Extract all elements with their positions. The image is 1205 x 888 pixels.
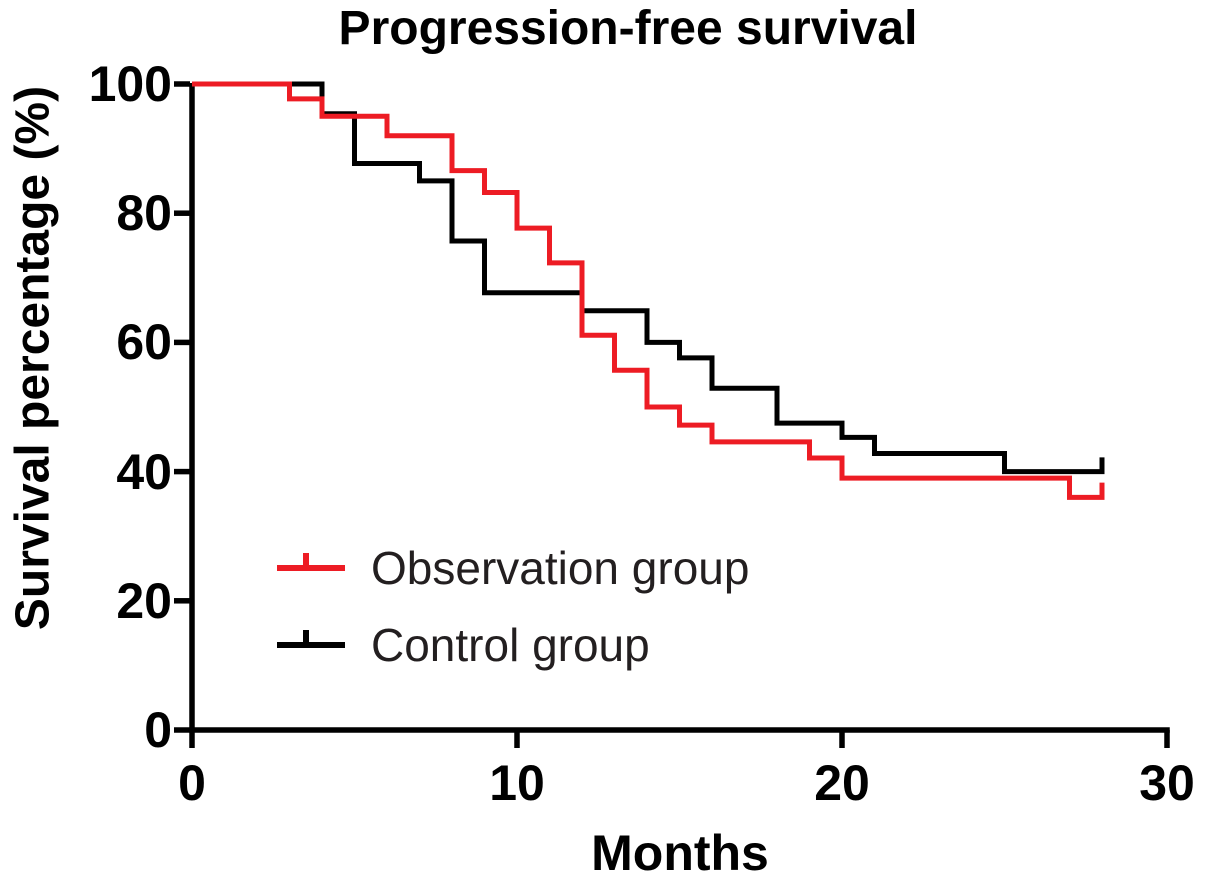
x-tick-label-30: 30 [1139, 755, 1195, 811]
x-tick-label-20: 20 [814, 755, 870, 811]
y-tick-label-60: 60 [116, 314, 172, 370]
chart-title: Progression-free survival [338, 2, 918, 55]
legend-line-icon-observation [277, 565, 345, 571]
legend-censor-tick-icon-observation [303, 553, 309, 568]
legend-label-observation: Observation group [371, 542, 750, 594]
y-tick-label-80: 80 [116, 185, 172, 241]
legend-line-icon-control [277, 642, 345, 648]
legend-censor-tick-icon-control [303, 630, 309, 645]
y-tick-label-20: 20 [116, 573, 172, 629]
x-axis-title: Months [591, 825, 769, 881]
y-tick-label-40: 40 [116, 444, 172, 500]
legend-label-control: Control group [371, 619, 650, 671]
x-tick-label-0: 0 [178, 755, 206, 811]
x-tick-label-10: 10 [489, 755, 545, 811]
y-tick-label-100: 100 [88, 56, 172, 112]
y-tick-label-0: 0 [144, 702, 172, 758]
